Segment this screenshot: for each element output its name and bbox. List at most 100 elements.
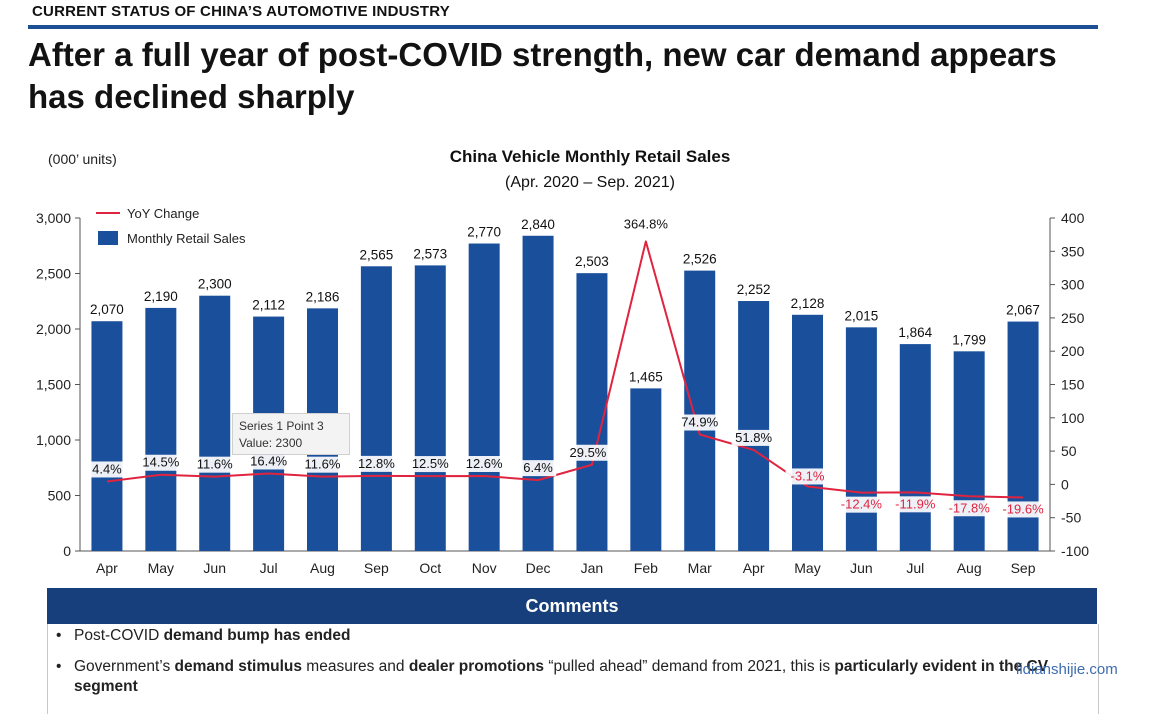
yoy-change-label: 12.8% (358, 456, 395, 471)
right-axis-tick-label: 200 (1061, 343, 1085, 359)
comment-2-emphasis-2: dealer promotions (408, 658, 545, 675)
right-axis-tick-label: 250 (1061, 310, 1085, 326)
right-axis-tick-label: 50 (1061, 443, 1077, 459)
x-axis-tick-label: Jun (203, 560, 226, 576)
sales-bar-label: 2,770 (467, 225, 501, 240)
yoy-label-bg (731, 429, 776, 446)
comment-2-text-1: Government’s (74, 658, 175, 675)
right-axis-tick-label: 100 (1061, 410, 1085, 426)
sales-bar (845, 327, 877, 551)
comment-bullet-1: Post-COVID demand bump has ended (56, 626, 1054, 646)
x-axis-tick-label: Jul (906, 560, 924, 576)
sales-bar (91, 321, 123, 551)
legend-swatch-sales (98, 231, 118, 245)
x-axis-tick-label: Oct (419, 560, 441, 576)
x-axis-tick-label: Aug (957, 560, 982, 576)
header-rule (28, 25, 1098, 29)
yoy-label-bg (300, 456, 345, 473)
yoy-change-label: 14.5% (142, 455, 179, 470)
sales-bar (414, 265, 446, 551)
yoy-label-bg (192, 456, 237, 473)
x-axis-tick-label: Jun (850, 560, 873, 576)
left-axis-tick-label: 1,500 (36, 377, 71, 393)
x-axis-tick-label: Aug (310, 560, 335, 576)
left-axis-tick-label: 3,000 (36, 210, 71, 226)
chart-title: China Vehicle Monthly Retail Sales (450, 147, 731, 166)
sales-bar-label: 2,300 (198, 277, 232, 292)
yoy-label-bg (835, 496, 888, 513)
y-axis-unit-label: (000’ units) (48, 151, 117, 167)
sales-bar-label: 2,186 (306, 289, 340, 304)
comment-2-emphasis-3: particularly evident in the CV segment (74, 658, 1049, 695)
yoy-change-label: 16.4% (250, 453, 287, 468)
yoy-change-line (106, 240, 1024, 499)
yoy-label-bg (138, 454, 183, 471)
yoy-change-label: -17.8% (949, 500, 991, 515)
right-axis-tick-label: 300 (1061, 277, 1085, 293)
x-axis-tick-label: Feb (634, 560, 658, 576)
x-axis-tick-label: Nov (472, 560, 497, 576)
yoy-label-bg (565, 444, 610, 461)
comments-panel: Post-COVID demand bump has ended Governm… (47, 624, 1099, 714)
sales-bar (576, 273, 608, 551)
page-headline: After a full year of post-COVID strength… (28, 36, 1057, 115)
right-axis-tick-label: 400 (1061, 210, 1085, 226)
sales-bar (360, 266, 392, 551)
yoy-label-bg (943, 500, 995, 517)
right-axis-tick-label: -100 (1061, 543, 1089, 559)
yoy-change-label: 74.9% (681, 415, 718, 430)
sales-bar-label: 1,799 (952, 332, 986, 347)
sales-bar-label: 2,526 (683, 252, 717, 267)
yoy-label-bg (620, 216, 672, 233)
yoy-label-bg (408, 456, 453, 473)
comments-header: Comments (47, 588, 1097, 624)
sales-bar-label: 2,840 (521, 217, 555, 232)
right-axis-tick-label: -50 (1061, 510, 1081, 526)
comment-1-text: Post-COVID (74, 627, 164, 644)
sales-bar (145, 307, 177, 551)
tooltip-series-label: Series 1 Point 3 (239, 419, 324, 433)
right-axis-tick-label: 0 (1061, 476, 1069, 492)
comment-2-text-3: “pulled ahead” demand from 2021, this is (544, 658, 835, 675)
sales-bar (738, 301, 770, 551)
watermark: lidianshijie.com (1016, 661, 1118, 678)
comment-2-emphasis-1: demand stimulus (174, 658, 302, 675)
yoy-change-label: 6.4% (523, 460, 553, 475)
x-axis-tick-label: Jan (581, 560, 604, 576)
sales-bar-label: 2,112 (252, 298, 285, 313)
yoy-change-label: 51.8% (735, 430, 772, 445)
yoy-change-label: 11.6% (305, 457, 341, 472)
yoy-label-bg (246, 453, 291, 470)
sales-bar-label: 2,252 (737, 282, 771, 297)
sales-bar-label: 2,128 (791, 296, 825, 311)
sales-bar (684, 270, 716, 551)
yoy-change-label: 364.8% (624, 216, 669, 231)
sales-bar (199, 295, 231, 551)
comment-bullet-2: Government’s demand stimulus measures an… (56, 657, 1074, 697)
sales-bar (522, 235, 554, 551)
comment-2-text-2: measures and (301, 658, 409, 675)
yoy-change-label: 4.4% (92, 461, 122, 476)
left-axis-tick-label: 1,000 (36, 432, 71, 448)
sales-bar-label: 2,503 (575, 254, 609, 269)
x-axis-tick-label: Mar (688, 560, 712, 576)
x-axis-tick-label: Sep (364, 560, 389, 576)
left-axis-tick-label: 2,500 (36, 266, 71, 282)
sales-bar (792, 314, 823, 551)
retail-sales-chart: China Vehicle Monthly Retail Sales (Apr.… (36, 147, 1089, 576)
sales-bar-label: 2,190 (144, 289, 178, 304)
sales-bar-label: 2,067 (1006, 303, 1040, 318)
sales-bar-label: 2,070 (90, 302, 124, 317)
yoy-label-bg (997, 501, 1049, 518)
x-axis-tick-label: May (148, 560, 174, 576)
yoy-label-bg (354, 455, 399, 472)
yoy-label-bg (677, 414, 722, 431)
yoy-change-label: 11.6% (197, 457, 233, 472)
left-axis-tick-label: 0 (63, 543, 71, 559)
sales-bar-label: 1,864 (898, 325, 932, 340)
yoy-label-bg (462, 456, 507, 473)
yoy-change-label: -3.1% (791, 468, 825, 483)
yoy-change-label: 12.6% (466, 456, 503, 471)
sales-bar-label: 1,465 (629, 369, 663, 384)
left-axis-tick-label: 2,000 (36, 321, 71, 337)
